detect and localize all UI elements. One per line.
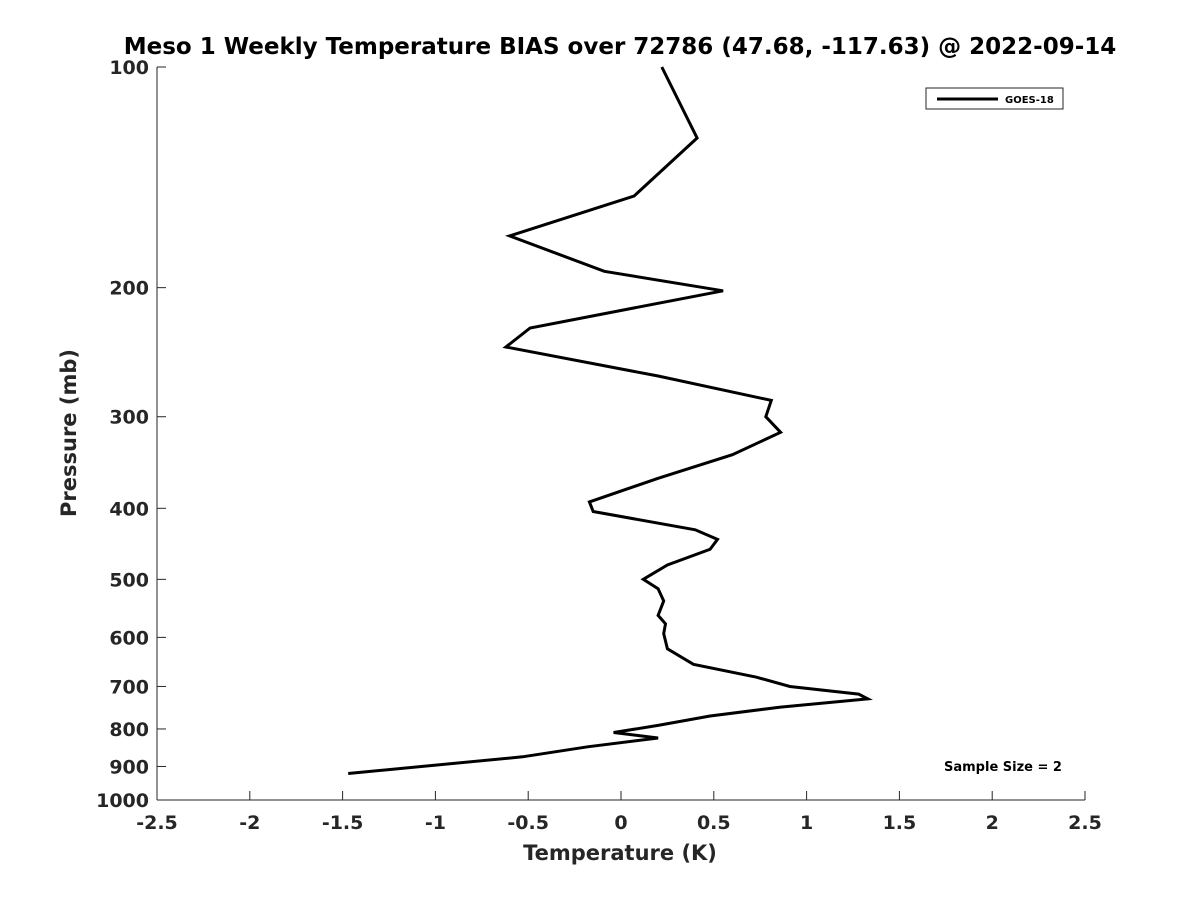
x-tick-label: 2.5 [1068,812,1102,834]
y-tick-label: 200 [109,278,149,300]
y-tick-label: 100 [109,57,149,79]
y-tick-label: 900 [109,756,149,778]
x-tick-label: -1 [425,812,446,834]
y-tick-label: 1000 [96,790,149,812]
x-axis-ticks: -2.5 -2 -1.5 -1 -0.5 0 0.5 1 1.5 2 2.5 [136,791,1102,834]
x-tick-label: 2 [986,812,999,834]
y-tick-label: 600 [109,627,149,649]
series-line-goes-18 [348,66,873,775]
x-tick-label: -1.5 [322,812,364,834]
y-axis-label: Pressure (mb) [57,349,81,517]
y-tick-label: 400 [109,498,149,520]
x-tick-label: 1.5 [883,812,917,834]
x-tick-label: 0.5 [697,812,731,834]
y-tick-label: 300 [109,407,149,429]
x-tick-label: -2 [239,812,260,834]
series-lines [348,66,873,775]
plot-axes [156,67,1085,801]
y-tick-label: 500 [109,569,149,591]
x-tick-label: 1 [800,812,813,834]
x-tick-label: -2.5 [136,812,178,834]
chart-title: Meso 1 Weekly Temperature BIAS over 7278… [124,34,1117,60]
x-tick-label: 0 [614,812,627,834]
x-axis-label: Temperature (K) [523,841,717,865]
x-tick-label: -0.5 [507,812,549,834]
y-axis-ticks: 100 200 300 400 500 600 700 800 900 1000 [96,57,166,812]
y-tick-label: 700 [109,676,149,698]
legend: GOES-18 [925,87,1064,110]
sample-size-annotation: Sample Size = 2 [944,760,1062,775]
y-tick-label: 800 [109,719,149,741]
legend-entry-goes-18: GOES-18 [1005,95,1054,106]
